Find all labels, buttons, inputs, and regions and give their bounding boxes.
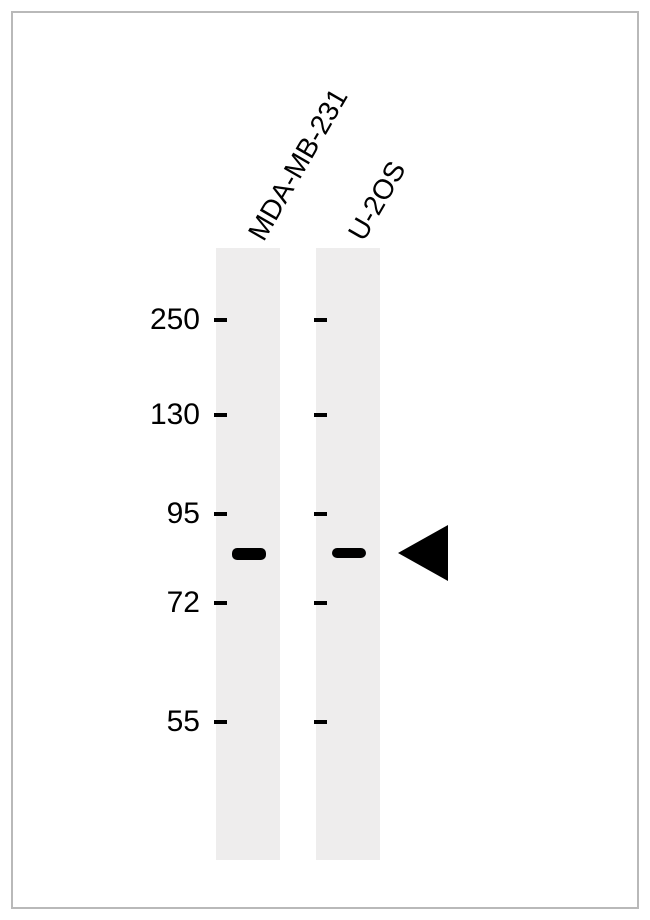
protein-band: [332, 548, 366, 558]
mw-marker-72: 72: [120, 586, 200, 620]
mw-tick: [314, 318, 327, 322]
mw-tick: [314, 512, 327, 516]
mw-marker-250: 250: [120, 303, 200, 337]
mw-tick: [314, 601, 327, 605]
mw-tick: [214, 413, 227, 417]
mw-marker-95: 95: [120, 497, 200, 531]
mw-tick: [214, 512, 227, 516]
blot-canvas: MDA-MB-231 U-2OS 250 130 95 72 55: [0, 0, 650, 920]
mw-tick: [214, 601, 227, 605]
band-indicator-arrow: [398, 525, 448, 581]
mw-tick: [314, 720, 327, 724]
mw-marker-130: 130: [120, 398, 200, 432]
mw-tick: [314, 413, 327, 417]
mw-tick: [214, 318, 227, 322]
protein-band: [232, 548, 266, 560]
mw-marker-55: 55: [120, 705, 200, 739]
mw-tick: [214, 720, 227, 724]
